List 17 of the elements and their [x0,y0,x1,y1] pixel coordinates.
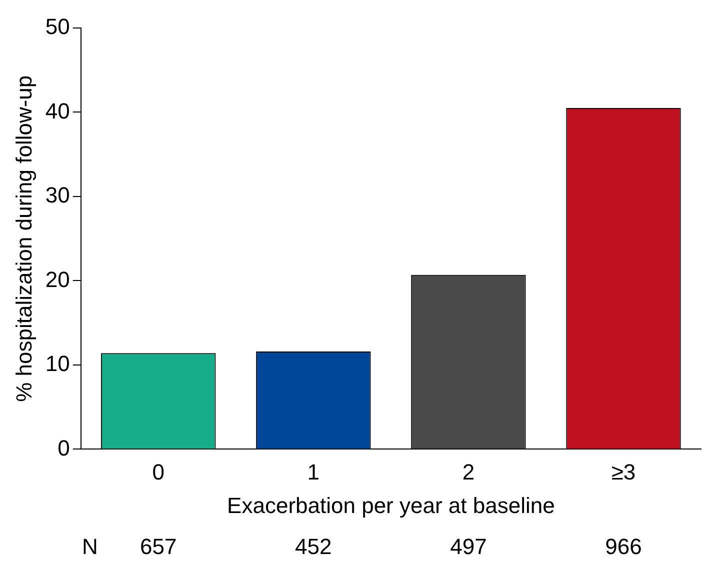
y-tick-label: 40 [45,98,70,124]
y-tick-label: 50 [45,14,70,40]
y-tick-label: 0 [58,435,70,460]
text: N [82,534,98,560]
y-tick-label: 30 [45,182,70,208]
text: 452 [295,534,332,560]
text: 657 [140,534,177,560]
x-tick-label: ≥3 [611,459,636,484]
text: 966 [605,534,642,560]
text: 497 [450,534,487,560]
y-axis-title: % hospitalization during follow-up [11,75,36,402]
x-tick-label: 0 [152,459,165,484]
x-tick-label: 2 [462,459,475,484]
x-tick-label: 1 [307,459,320,484]
y-tick-label: 20 [45,266,70,292]
y-tick-label: 10 [45,351,70,376]
x-axis-title: Exacerbation per year at baseline [227,492,555,518]
